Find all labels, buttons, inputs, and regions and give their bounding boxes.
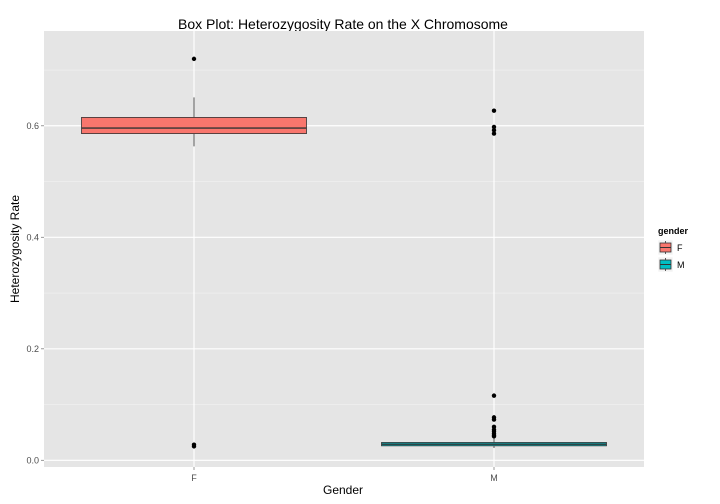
- y-tick-label: 0.0: [26, 455, 39, 465]
- legend-label: M: [677, 260, 685, 270]
- outlier-point: [191, 444, 197, 449]
- legend-title: gender: [658, 226, 689, 236]
- outlier-point: [491, 131, 497, 136]
- legend-label: F: [677, 243, 683, 253]
- x-tick-label: F: [191, 473, 197, 483]
- outlier-point: [491, 417, 497, 422]
- y-axis-title: Heterozygosity Rate: [8, 195, 22, 303]
- chart-title: Box Plot: Heterozygosity Rate on the X C…: [178, 16, 508, 32]
- x-axis-title: Gender: [323, 483, 363, 497]
- plot-panel: [44, 31, 644, 467]
- box-body: [81, 117, 307, 134]
- x-tick-label: M: [490, 473, 498, 483]
- y-axis-ticks: 0.0 0.2 0.4 0.6: [26, 121, 44, 465]
- y-tick-label: 0.2: [26, 344, 39, 354]
- legend-item-F: F: [657, 239, 683, 256]
- outlier-point: [191, 56, 197, 62]
- legend: gender FM: [657, 226, 689, 273]
- outlier-point: [491, 108, 497, 113]
- outlier-point: [491, 128, 497, 133]
- outlier-point: [491, 434, 497, 439]
- y-tick-label: 0.6: [26, 121, 39, 131]
- outlier-point: [491, 124, 497, 130]
- outlier-point: [491, 393, 497, 398]
- box-F: [81, 97, 307, 147]
- minor-gridlines: [44, 69, 644, 405]
- box-M: [381, 438, 607, 449]
- legend-items: FM: [657, 239, 685, 273]
- outliers-layer: [191, 56, 497, 449]
- legend-item-M: M: [657, 256, 685, 273]
- boxes-layer: [81, 97, 607, 449]
- y-tick-label: 0.4: [26, 232, 39, 242]
